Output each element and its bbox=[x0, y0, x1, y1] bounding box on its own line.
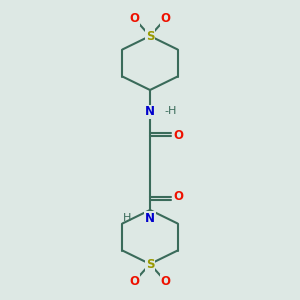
Text: -H: -H bbox=[164, 106, 177, 116]
Text: S: S bbox=[146, 257, 154, 271]
Text: O: O bbox=[160, 275, 171, 288]
Text: O: O bbox=[173, 190, 183, 203]
Text: O: O bbox=[173, 129, 183, 142]
Text: O: O bbox=[129, 275, 140, 288]
Text: O: O bbox=[129, 12, 140, 25]
Text: H-: H- bbox=[123, 213, 136, 223]
Text: O: O bbox=[160, 12, 171, 25]
Text: N: N bbox=[145, 212, 155, 225]
Text: N: N bbox=[145, 105, 155, 118]
Text: S: S bbox=[146, 29, 154, 43]
